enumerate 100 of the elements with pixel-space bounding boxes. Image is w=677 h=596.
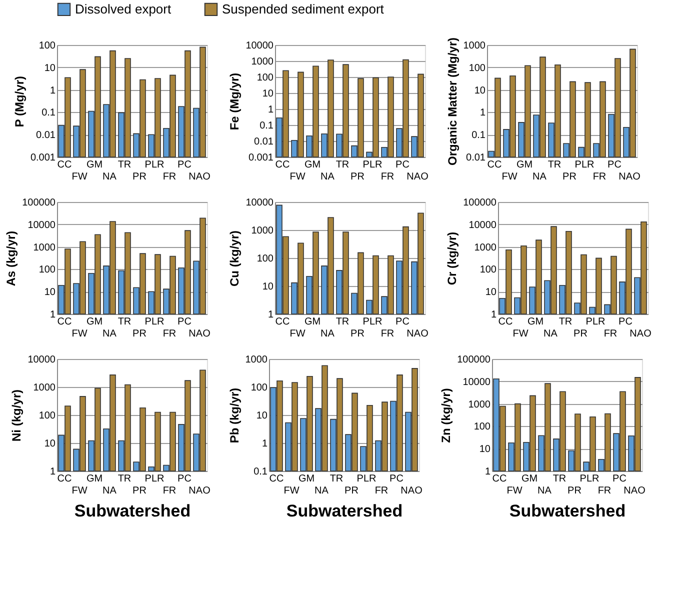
y-tick-label: 100 [250, 382, 268, 394]
x-tick-label: PR [350, 172, 364, 182]
x-tick-label: NAO [406, 328, 429, 340]
x-tick-label: PLR [144, 316, 164, 328]
y-axis-title: As (kg/yr) [4, 230, 18, 286]
y-tick-label: 0.1 [260, 120, 274, 132]
x-tick-label: FW [512, 328, 529, 340]
y-tick-label: 0.1 [42, 108, 56, 119]
y-tick-label: 1 [50, 310, 56, 320]
y-tick-label: 10 [485, 287, 497, 298]
x-tick-label: PLR [586, 316, 606, 328]
x-tick-label: GM [527, 316, 544, 328]
y-tick-label: 0.001 [248, 152, 274, 164]
x-tick-label: NAO [406, 172, 429, 182]
x-tick-label: GM [516, 160, 533, 170]
y-tick-label: 0.001 [30, 152, 56, 164]
x-tick-label: NAO [188, 328, 211, 340]
x-tick-label: FW [72, 328, 88, 340]
x-tick-label: NA [314, 486, 329, 496]
x-tick-label: PR [562, 172, 576, 182]
x-tick-label: FW [290, 172, 306, 182]
x-tick-label: GM [298, 474, 315, 484]
x-tick-label: GM [86, 316, 103, 328]
y-tick-label: 10000 [246, 198, 274, 208]
x-tick-label: PC [178, 474, 192, 484]
y-tick-label: 10000 [28, 354, 56, 366]
y-tick-label: 100 [474, 422, 491, 433]
x-tick-label: PLR [362, 160, 382, 170]
y-tick-label: 100 [38, 40, 56, 52]
x-tick-label: PC [396, 316, 410, 328]
x-tick-label: TR [118, 474, 132, 484]
y-axis-title: Pb (kg/yr) [227, 388, 242, 444]
x-tick-label: FW [290, 328, 306, 340]
y-tick-label: 1 [268, 104, 274, 116]
y-tick-label: 1000 [468, 399, 491, 410]
x-tick-label: PLR [144, 474, 164, 484]
x-tick-label: CC [275, 160, 290, 170]
y-axis-title: Cr (kg/yr) [445, 232, 460, 286]
y-tick-label: 100000 [457, 354, 491, 366]
x-tick-label: FR [162, 172, 176, 182]
x-tick-label: PR [132, 172, 146, 182]
y-axis-title: Cu (kg/yr) [228, 230, 242, 287]
x-tick-label: CC [57, 316, 72, 328]
x-tick-label: FR [604, 328, 618, 340]
x-tick-label: PC [178, 316, 192, 328]
x-tick-label: PC [396, 160, 410, 170]
y-tick-label: 100 [256, 72, 274, 84]
x-axis-title: Subwatershed [509, 502, 626, 520]
x-tick-label: FW [284, 486, 300, 496]
x-tick-label: NA [102, 172, 117, 182]
x-tick-label: CC [498, 316, 513, 328]
y-tick-label: 10 [474, 85, 486, 96]
y-tick-label: 0.01 [254, 136, 274, 148]
legend-label: Dissolved export [75, 1, 172, 16]
y-tick-label: 1 [480, 108, 486, 119]
y-tick-label: 100 [256, 254, 274, 264]
x-tick-label: GM [304, 160, 321, 170]
x-axis-title: Subwatershed [74, 502, 191, 520]
x-tick-label: TR [552, 474, 566, 484]
x-tick-label: NA [538, 486, 552, 496]
y-axis-title: P (Mg/yr) [12, 76, 26, 128]
y-tick-label: 1000 [463, 40, 486, 52]
x-tick-label: FR [162, 486, 176, 496]
x-tick-label: FW [72, 486, 88, 496]
x-tick-label: CC [57, 160, 72, 170]
x-tick-label: NA [532, 172, 547, 182]
y-tick-label: 1 [484, 466, 491, 478]
x-tick-label: FR [162, 328, 176, 340]
y-tick-label: 100000 [22, 198, 56, 208]
x-tick-label: TR [336, 316, 350, 328]
x-tick-label: TR [548, 160, 562, 170]
x-tick-label: FR [598, 486, 612, 496]
y-tick-label: 1000 [33, 242, 56, 254]
y-axis-title: Zn (kg/yr) [439, 388, 454, 443]
x-tick-label: NA [320, 328, 335, 340]
x-tick-label: GM [304, 316, 321, 328]
x-tick-label: PR [132, 328, 146, 340]
x-tick-label: FW [72, 172, 88, 182]
x-tick-label: NAO [624, 486, 646, 496]
x-tick-label: PC [178, 160, 192, 170]
x-tick-label: PC [612, 474, 626, 484]
x-tick-label: PR [344, 486, 358, 496]
x-tick-label: PR [574, 328, 588, 340]
x-tick-label: PLR [362, 316, 382, 328]
x-tick-label: FR [380, 172, 394, 182]
y-tick-label: 1 [50, 85, 56, 96]
y-tick-label: 100 [468, 62, 486, 74]
x-tick-label: TR [558, 316, 572, 328]
x-tick-label: FW [506, 486, 523, 496]
y-tick-label: 10 [44, 287, 56, 298]
y-tick-label: 10 [44, 438, 56, 450]
y-tick-label: 1000 [251, 56, 274, 68]
y-axis-title: Ni (kg/yr) [10, 389, 24, 442]
y-tick-label: 10 [44, 62, 56, 74]
y-axis-title: Fe (Mg/yr) [228, 72, 242, 130]
x-tick-label: PLR [580, 474, 600, 484]
y-tick-label: 1000 [251, 226, 274, 236]
x-tick-label: NA [544, 328, 558, 340]
x-tick-label: NAO [618, 172, 641, 182]
x-tick-label: GM [86, 474, 103, 484]
